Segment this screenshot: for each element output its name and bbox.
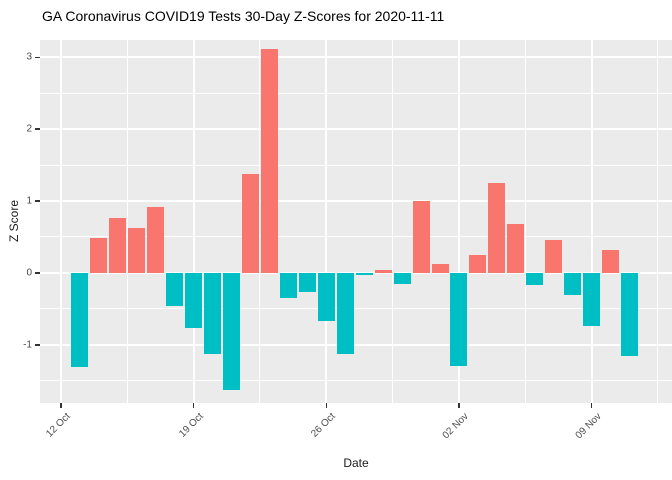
chart-title: GA Coronavirus COVID19 Tests 30-Day Z-Sc…: [42, 8, 445, 24]
gridline-x-major: [325, 40, 328, 403]
gridline-x-major: [60, 40, 62, 403]
bar-10-nov: [602, 249, 620, 273]
bar-22-oct: [242, 173, 259, 273]
x-tick-label: 09 Nov: [573, 411, 604, 442]
bar-09-nov: [583, 272, 601, 327]
bar-04-nov: [488, 183, 506, 273]
bar-25-oct: [298, 272, 316, 293]
y-tick-mark: [35, 344, 40, 346]
x-tick-mark: [590, 403, 593, 408]
bar-20-oct: [204, 272, 222, 355]
bar-23-oct: [260, 49, 278, 273]
bar-27-oct: [336, 272, 354, 355]
y-axis-title: Z Score: [7, 199, 21, 243]
x-tick-label: 02 Nov: [440, 411, 471, 442]
bar-08-nov: [564, 272, 582, 296]
gridline-y-minor: [40, 236, 672, 238]
bar-18-oct: [166, 272, 184, 306]
y-tick-mark: [35, 56, 40, 58]
bar-14-oct: [90, 237, 108, 273]
gridline-y-major: [40, 343, 672, 346]
gridline-x-minor: [392, 40, 394, 403]
x-tick-mark: [60, 403, 62, 408]
x-tick-mark: [458, 403, 460, 408]
x-tick-label: 26 Oct: [309, 411, 339, 440]
bar-28-oct: [355, 272, 373, 276]
bar-05-nov: [507, 224, 525, 273]
bar-30-oct: [393, 272, 411, 284]
gridline-x-major: [457, 40, 460, 403]
gridline-y-minor: [40, 164, 672, 166]
gridline-y-major: [40, 56, 672, 59]
y-tick-label: 3: [26, 51, 32, 63]
bar-02-nov: [450, 272, 468, 367]
gridline-x-minor: [524, 40, 526, 403]
x-tick-mark: [325, 403, 328, 408]
y-tick-mark: [35, 128, 40, 130]
y-tick-label: 2: [26, 123, 32, 135]
bar-19-oct: [185, 272, 203, 328]
bar-01-nov: [431, 263, 449, 273]
bar-16-oct: [128, 228, 146, 273]
bar-15-oct: [109, 217, 127, 273]
plot-panel: [40, 40, 672, 403]
bar-13-oct: [71, 272, 89, 368]
x-tick-label: 12 Oct: [44, 411, 73, 440]
y-tick-mark: [35, 272, 40, 274]
gridline-y-minor: [40, 308, 672, 310]
bar-29-oct: [374, 270, 392, 273]
gridline-y-major: [40, 128, 672, 131]
gridline-y-minor: [40, 380, 672, 382]
bar-17-oct: [147, 206, 165, 273]
y-tick-label: 1: [26, 195, 32, 207]
bar-21-oct: [223, 272, 241, 391]
bar-11-nov: [621, 272, 638, 356]
gridline-x-minor: [657, 40, 659, 403]
x-tick-label: 19 Oct: [176, 411, 206, 440]
x-tick-mark: [192, 403, 195, 408]
gridline-x-major: [192, 40, 195, 403]
gridline-x-major: [590, 40, 593, 403]
bar-31-oct: [412, 201, 430, 273]
gridline-x-minor: [126, 40, 128, 403]
gridline-y-minor: [40, 92, 672, 94]
y-tick-label: -1: [23, 339, 32, 351]
y-tick-label: 0: [26, 267, 32, 279]
y-tick-mark: [35, 200, 40, 202]
gridline-x-minor: [259, 40, 261, 403]
bar-03-nov: [469, 254, 487, 273]
bar-26-oct: [317, 272, 335, 322]
bar-06-nov: [526, 272, 544, 286]
bar-24-oct: [279, 272, 297, 299]
x-axis-title: Date: [343, 456, 369, 470]
bar-07-nov: [545, 239, 563, 273]
gridline-y-major: [40, 200, 672, 202]
